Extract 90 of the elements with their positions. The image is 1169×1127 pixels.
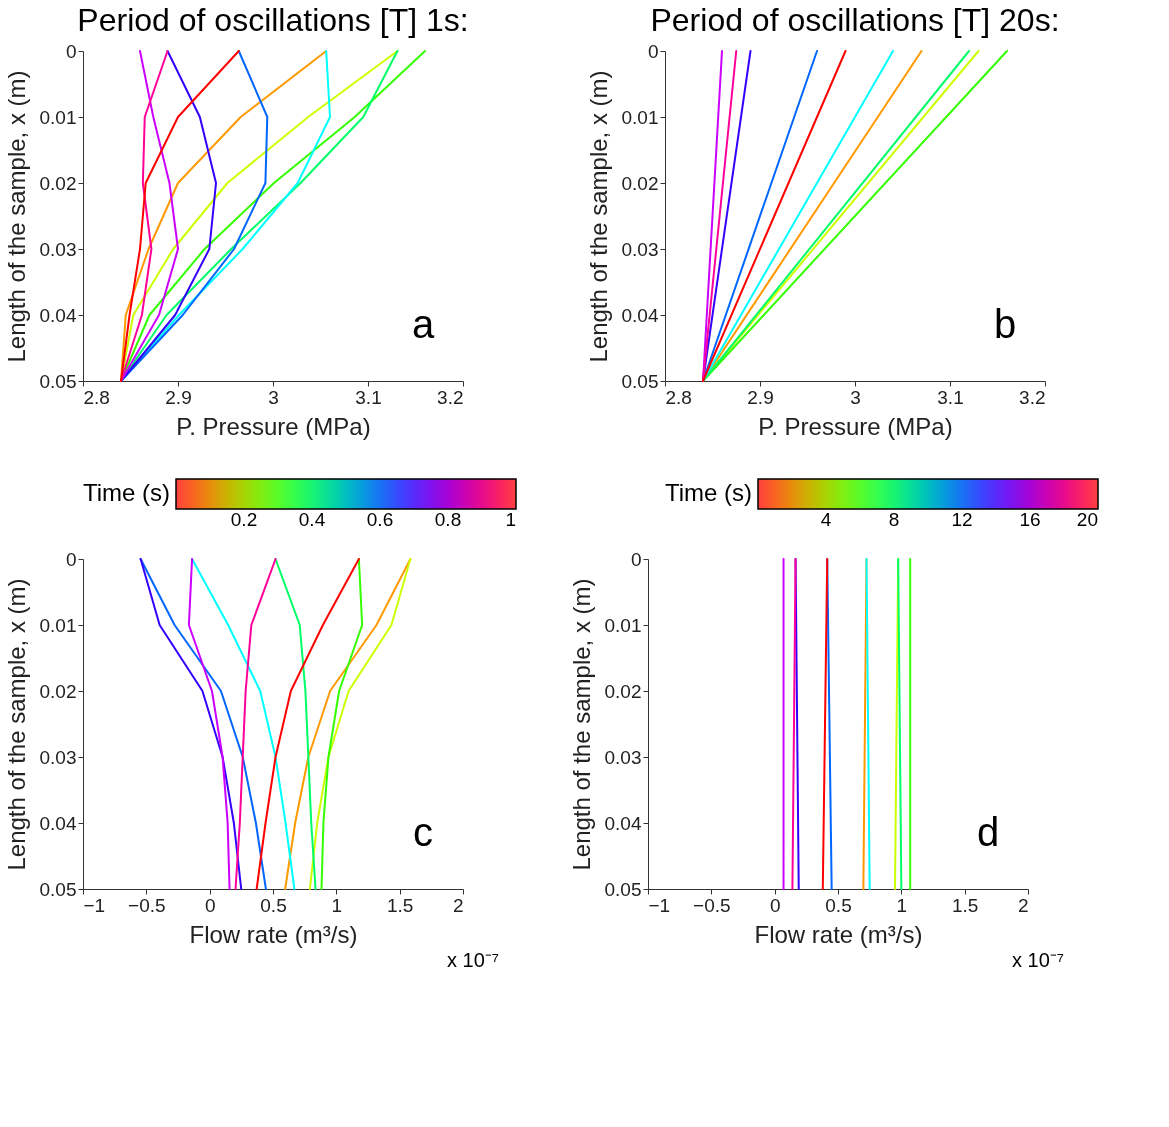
y-tick-label: 0.04 xyxy=(604,812,642,834)
y-tick-label: 0.02 xyxy=(39,172,77,194)
x-tick-label: 1 xyxy=(331,894,343,916)
x-tick-label: 3 xyxy=(850,386,861,408)
x-axis-title: P. Pressure (MPa) xyxy=(758,412,953,440)
line-series xyxy=(284,558,412,890)
y-tick-label: 0.01 xyxy=(39,106,77,128)
y-tick-label: 0.04 xyxy=(621,304,659,326)
x-tick-label: 3.2 xyxy=(437,386,464,408)
x-tick-label: 1.5 xyxy=(386,894,414,916)
line-series xyxy=(274,558,317,890)
x-axis-title: Flow rate (m³/s) xyxy=(189,920,358,948)
y-tick-label: 0.05 xyxy=(621,370,659,392)
x-tick-label: 3.1 xyxy=(937,386,964,408)
color-bar-label: 4 xyxy=(820,509,832,530)
y-tick-label: 0.02 xyxy=(604,680,642,702)
x-tick-label: 2.8 xyxy=(83,386,110,408)
y-tick-label: 0 xyxy=(65,40,77,62)
x-tick-label: 3.2 xyxy=(1019,386,1046,408)
chart-title: Period of oscillations [T] 1s: xyxy=(77,2,469,38)
line-series xyxy=(255,558,360,890)
y-tick-label: 0.01 xyxy=(39,614,77,636)
y-tick-label: 0.02 xyxy=(39,680,77,702)
x-tick-label: 2 xyxy=(452,894,464,916)
color-bar-label: 0.8 xyxy=(434,509,462,530)
line-series xyxy=(139,558,267,890)
line-series xyxy=(320,558,364,890)
x-tick-label: 1 xyxy=(896,894,908,916)
x-tick-label: −1 xyxy=(648,894,671,916)
line-series xyxy=(120,50,217,382)
y-tick-label: 0.03 xyxy=(39,746,77,768)
annotation: b xyxy=(993,302,1017,346)
y-tick-label: 0 xyxy=(65,548,77,570)
x-tick-label: 1.5 xyxy=(951,894,979,916)
annotation: c xyxy=(413,810,433,854)
x-tick-label: −0.5 xyxy=(128,894,166,916)
x-tick-label: 3 xyxy=(268,386,279,408)
line-series xyxy=(120,50,240,382)
color-bar-label: 0.4 xyxy=(298,509,326,530)
y-axis-title: Length of the sample, x (m) xyxy=(2,70,30,363)
x-tick-label: 0.5 xyxy=(260,894,287,916)
y-axis-title: Length of the sample, x (m) xyxy=(567,578,595,871)
line-series xyxy=(187,558,231,890)
color-bar-label: 16 xyxy=(1019,509,1041,530)
color-bar-label: 12 xyxy=(951,509,973,530)
color-bar-label: 8 xyxy=(888,509,900,530)
y-tick-label: 0.04 xyxy=(39,304,77,326)
y-tick-label: 0.03 xyxy=(39,238,77,260)
y-tick-label: 0.01 xyxy=(604,614,642,636)
line-series xyxy=(120,50,179,382)
y-tick-label: 0.01 xyxy=(621,106,659,128)
chart-title: Period of oscillations [T] 20s: xyxy=(650,2,1060,38)
y-tick-label: 0.03 xyxy=(604,746,642,768)
y-tick-label: 0 xyxy=(647,40,659,62)
text: x 10⁻⁷ xyxy=(446,949,500,971)
text: x 10⁻⁷ xyxy=(1011,949,1065,971)
x-tick-label: 0.5 xyxy=(825,894,852,916)
y-axis-title: Length of the sample, x (m) xyxy=(584,70,612,363)
y-tick-label: 0.05 xyxy=(604,878,642,900)
line-series xyxy=(120,50,169,382)
annotation: a xyxy=(411,302,435,346)
x-tick-label: 0 xyxy=(204,894,216,916)
color-bar-label: 0.2 xyxy=(230,509,258,530)
y-tick-label: 0.05 xyxy=(39,878,77,900)
color-bar-label: 1 xyxy=(505,509,516,530)
y-tick-label: 0.05 xyxy=(39,370,77,392)
color-bar-label: 20 xyxy=(1076,509,1098,530)
color-bar-title: Time (s) xyxy=(665,479,753,506)
x-tick-label: 2.8 xyxy=(665,386,692,408)
line-series xyxy=(191,558,296,890)
x-tick-label: 2 xyxy=(1017,894,1029,916)
y-tick-label: 0.02 xyxy=(621,172,659,194)
x-tick-label: 0 xyxy=(769,894,781,916)
annotation: d xyxy=(976,810,1000,854)
line-series xyxy=(234,558,277,890)
color-bar-title: Time (s) xyxy=(83,479,171,506)
line-series xyxy=(308,558,412,890)
x-tick-label: −1 xyxy=(83,894,106,916)
line-series xyxy=(139,558,243,890)
x-axis-title: Flow rate (m³/s) xyxy=(754,920,923,948)
y-axis-title: Length of the sample, x (m) xyxy=(2,578,30,871)
y-tick-label: 0 xyxy=(630,548,642,570)
x-axis-title: P. Pressure (MPa) xyxy=(176,412,371,440)
color-bar-label: 0.6 xyxy=(366,509,394,530)
x-tick-label: 2.9 xyxy=(165,386,192,408)
y-tick-label: 0.04 xyxy=(39,812,77,834)
x-tick-label: 3.1 xyxy=(355,386,382,408)
x-tick-label: −0.5 xyxy=(693,894,731,916)
y-tick-label: 0.03 xyxy=(621,238,659,260)
x-tick-label: 2.9 xyxy=(747,386,774,408)
